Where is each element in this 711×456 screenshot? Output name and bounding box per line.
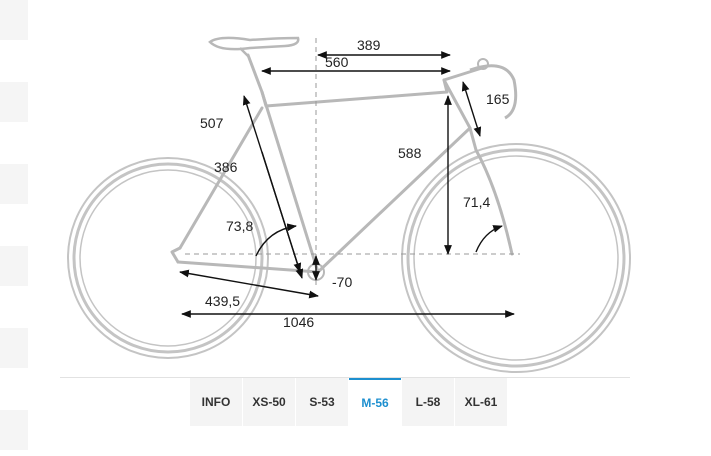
tabs-divider [60,377,630,378]
seat-post [246,53,264,94]
seat-angle-label: 73,8 [226,218,253,234]
strip-block [0,164,28,204]
tab-info[interactable]: INFO [190,378,242,426]
fork [474,148,514,256]
stack-label: 389 [357,37,381,53]
bb-drop-label: -70 [332,274,352,290]
tab-xs-50[interactable]: XS-50 [243,378,295,426]
seat-tube-ct-label: 507 [200,115,224,131]
chainstay-arrow [179,269,319,299]
stem-arrow [461,81,482,137]
strip-block [0,0,28,40]
front-wheel [401,143,631,373]
reference-lines [185,38,520,285]
size-tabs: INFO XS-50 S-53 M-56 L-58 XL-61 [190,378,508,426]
head-angle-label: 71,4 [463,194,490,210]
left-edge-strip [0,0,28,456]
strip-block [0,246,28,286]
seat-angle-arc [255,223,297,257]
handlebar [469,58,518,120]
rear-wheel [67,157,269,359]
wheelbase-label: 1046 [283,314,314,330]
stem [442,66,484,82]
strip-block [0,410,28,450]
dimension-arrows [179,51,515,318]
tab-s-53[interactable]: S-53 [296,378,348,426]
head-angle-arc [475,225,503,253]
strip-block [0,82,28,122]
tab-xl-61[interactable]: XL-61 [455,378,507,426]
seat-tube [260,90,320,274]
seat-tube-cc-arrow [261,151,302,273]
rear-dropout [170,246,182,264]
saddle [208,36,300,57]
head-tube-label: 588 [398,145,422,161]
reach-label: 560 [325,54,349,70]
seat-tube-cc-label: 386 [214,159,238,175]
tab-m-56[interactable]: M-56 [349,378,401,426]
stem-label: 165 [486,91,510,107]
chainstay-label: 439,5 [205,293,240,309]
tab-l-58[interactable]: L-58 [402,378,454,426]
top-tube [260,78,449,108]
strip-block [0,328,28,368]
down-tube [316,126,472,274]
